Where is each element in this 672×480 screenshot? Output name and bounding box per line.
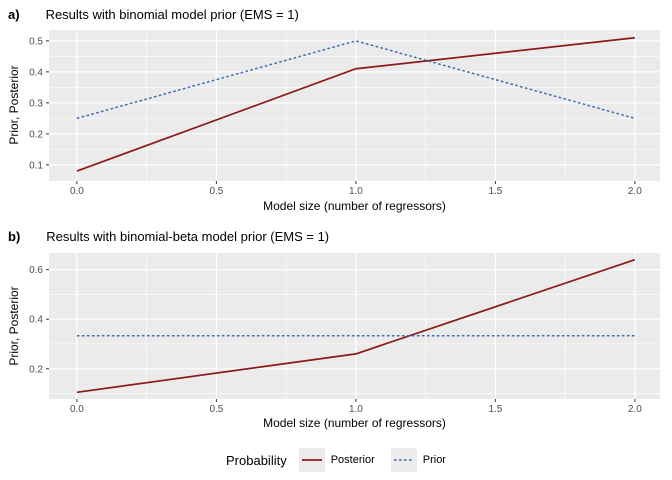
y-tick-label: 0.5 xyxy=(29,36,43,47)
x-tick-label: 0.5 xyxy=(209,404,223,415)
panel-a-x-axis-title: Model size (number of regressors) xyxy=(263,199,446,213)
prior-line xyxy=(76,40,636,120)
panel-background xyxy=(49,253,660,399)
x-tick-label: 2.0 xyxy=(628,404,642,415)
y-tick-label: 0.1 xyxy=(29,160,43,171)
legend: Probability Posterior Prior xyxy=(0,446,672,474)
legend-item-prior: Prior xyxy=(390,448,446,472)
y-tick-label: 0.6 xyxy=(29,265,43,276)
x-tick-label: 2.0 xyxy=(628,186,642,197)
x-tick-label: 0.5 xyxy=(209,186,223,197)
y-tick-label: 0.4 xyxy=(29,315,43,326)
panel-background xyxy=(49,30,660,181)
x-tick-label: 0.0 xyxy=(70,404,84,415)
y-tick-label: 0.2 xyxy=(29,364,43,375)
y-tick-label: 0.4 xyxy=(29,67,43,78)
panel-a-tag: a) xyxy=(8,7,20,22)
panel-b-tag: b) xyxy=(8,229,21,244)
panel-b-title-text: Results with binomial-beta model prior (… xyxy=(46,229,330,244)
x-tick-label: 1.0 xyxy=(349,186,363,197)
y-tick-label: 0.3 xyxy=(29,98,43,109)
panel-a-title-text: Results with binomial model prior (EMS =… xyxy=(45,7,299,22)
x-tick-label: 0.0 xyxy=(70,186,84,197)
legend-title: Probability xyxy=(226,452,287,468)
x-tick-label: 1.5 xyxy=(488,404,502,415)
panel-a-plot: 0.0 0.5 1.0 1.5 2.0 0.1 0.2 0.3 0.4 0.5 xyxy=(29,30,660,197)
legend-label-prior: Prior xyxy=(422,454,446,466)
x-tick-label: 1.0 xyxy=(349,404,363,415)
y-tick-label: 0.2 xyxy=(29,129,43,140)
panel-b-x-axis-title: Model size (number of regressors) xyxy=(263,416,446,430)
panel-b-title: b) Results with binomial-beta model prior… xyxy=(8,229,329,244)
panel-a-title: a) Results with binomial model prior (EMS… xyxy=(8,7,299,22)
legend-item-posterior: Posterior xyxy=(298,448,375,472)
x-tick-label: 1.5 xyxy=(488,186,502,197)
legend-label-posterior: Posterior xyxy=(330,454,375,466)
posterior-line-key-icon xyxy=(298,448,325,472)
posterior-line xyxy=(76,258,636,394)
panel-b-plot: 0.0 0.5 1.0 1.5 2.0 0.2 0.4 0.6 xyxy=(29,253,660,415)
posterior-line xyxy=(76,36,635,172)
prior-line-key-icon xyxy=(390,448,417,472)
